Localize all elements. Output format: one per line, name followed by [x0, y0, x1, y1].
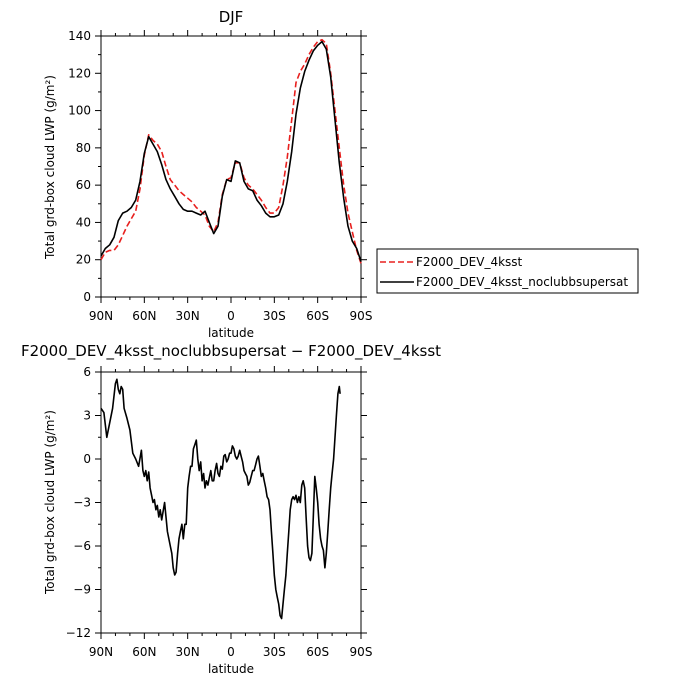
- bottom-chart: F2000_DEV_4ksst_noclubbsupersat − F2000_…: [21, 342, 441, 676]
- bottom-chart-y-tick-label: 6: [83, 365, 91, 379]
- bottom-chart-x-tick-label: 60N: [132, 645, 156, 659]
- bottom-chart-x-tick-label: 60S: [306, 645, 329, 659]
- top-chart-x-tick-label: 0: [227, 309, 235, 323]
- top-chart-series-line-1: [100, 38, 362, 264]
- top-chart-legend: F2000_DEV_4ksst F2000_DEV_4ksst_noclubbs…: [376, 248, 639, 294]
- legend-box: [376, 248, 639, 294]
- bottom-chart-y-tick-label: 3: [83, 409, 91, 423]
- bottom-chart-series-line-1: [100, 378, 341, 620]
- top-chart-x-tick-label: 60N: [132, 309, 156, 323]
- top-chart-y-tick-label: 20: [76, 253, 91, 267]
- top-chart-x-axis-label: latitude: [208, 326, 254, 340]
- bottom-chart-y-tick-label: 0: [83, 452, 91, 466]
- top-chart-y-tick-label: 100: [68, 104, 91, 118]
- top-chart-y-tick-label: 140: [68, 29, 91, 43]
- bottom-chart-y-tick-label: −6: [73, 539, 91, 553]
- top-chart-series-line-2: [100, 40, 362, 262]
- top-chart-x-tick-label: 90N: [89, 309, 113, 323]
- bottom-chart-plot-area: 90N 60N 30N 0 30S 60S 90S −12 −9 −6 −3 0 3 6: [66, 365, 373, 659]
- top-chart-x-tick-label: 30S: [263, 309, 286, 323]
- bottom-chart-x-tick-label: 0: [227, 645, 235, 659]
- bottom-chart-x-tick-label: 30N: [176, 645, 200, 659]
- top-chart-y-axis-label: Total grd-box cloud LWP (g/m²): [43, 75, 57, 260]
- bottom-chart-x-tick-label: 90S: [350, 645, 373, 659]
- top-chart: DJF Total grd-box cloud LWP (g/m²) latit…: [43, 8, 639, 340]
- bottom-chart-x-tick-label: 90N: [89, 645, 113, 659]
- top-chart-plot-area: 90N 60N 30N 0 30S 60S 90S 0 20 40 60 80 100 120 140: [68, 29, 372, 323]
- bottom-chart-x-tick-label: 30S: [263, 645, 286, 659]
- top-chart-x-tick-label: 30N: [176, 309, 200, 323]
- bottom-chart-frame: [100, 371, 362, 634]
- top-chart-x-tick-label: 60S: [306, 309, 329, 323]
- top-chart-y-tick-label: 60: [76, 178, 91, 192]
- top-chart-y-tick-label: 120: [68, 66, 91, 80]
- top-chart-x-tick-label: 90S: [350, 309, 373, 323]
- bottom-chart-y-tick-label: −3: [73, 496, 91, 510]
- bottom-chart-title: F2000_DEV_4ksst_noclubbsupersat − F2000_…: [21, 342, 441, 361]
- top-chart-y-tick-label: 80: [76, 141, 91, 155]
- bottom-chart-y-tick-label: −12: [66, 626, 91, 640]
- legend-label-series-2: F2000_DEV_4ksst_noclubbsupersat: [416, 275, 628, 289]
- bottom-chart-y-axis-label: Total grd-box cloud LWP (g/m²): [43, 410, 57, 595]
- top-chart-title: DJF: [219, 8, 244, 26]
- top-chart-frame: [100, 35, 362, 298]
- top-chart-y-tick-label: 0: [83, 290, 91, 304]
- top-chart-y-tick-label: 40: [76, 215, 91, 229]
- legend-label-series-1: F2000_DEV_4ksst: [416, 255, 523, 269]
- bottom-chart-y-tick-label: −9: [73, 583, 91, 597]
- bottom-chart-x-axis-label: latitude: [208, 662, 254, 676]
